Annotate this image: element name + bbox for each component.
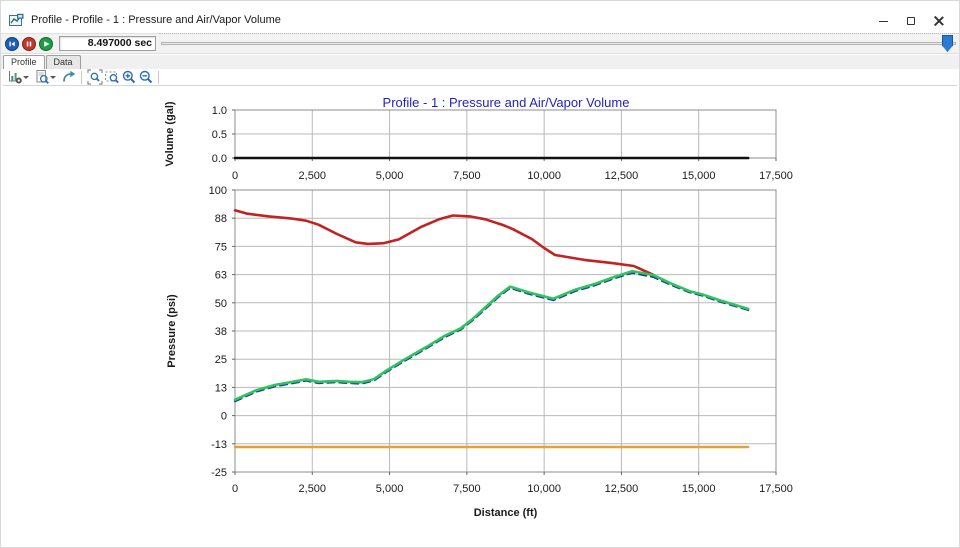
title-bar: Profile - Profile - 1 : Pressure and Air…	[1, 7, 959, 33]
tab-data[interactable]: Data	[45, 55, 81, 69]
x-tick-label: 17,500	[759, 170, 793, 182]
charts-root: 0 2,500 5,000 7,500 10,000 12,500 15,000 17,500…	[164, 101, 793, 519]
x-tick-label: 0	[232, 170, 238, 182]
x-tick-label: 17,500	[759, 483, 793, 495]
maximize-icon	[907, 17, 915, 25]
x-tick-label: 0	[232, 483, 238, 495]
zoom-window-icon	[104, 71, 119, 84]
profile-chart: Profile - 1 : Pressure and Air/Vapor Vol…	[164, 95, 793, 519]
x-tick-label: 5,000	[376, 483, 404, 495]
skip-to-start-icon	[9, 41, 15, 46]
x-tick-label: 7,500	[453, 170, 481, 182]
x-tick-label: 10,000	[527, 170, 561, 182]
zoom-in-icon	[122, 70, 135, 84]
time-display-field[interactable]: 8.497000 sec	[59, 36, 156, 51]
tab-strip: Profile Data	[1, 55, 959, 69]
x-tick-label: 12,500	[605, 483, 639, 495]
window-controls	[869, 9, 953, 33]
y-tick-label: 1.0	[212, 105, 227, 117]
x-tick-label: 5,000	[376, 170, 404, 182]
y-tick-label: 38	[215, 326, 227, 338]
y-tick-label: -25	[211, 467, 227, 479]
export-button[interactable]	[60, 69, 77, 85]
time-slider[interactable]	[159, 33, 959, 54]
zoom-in-button[interactable]	[120, 69, 137, 85]
zoom-out-icon	[139, 70, 152, 84]
x-tick-label: 15,000	[682, 170, 716, 182]
x-axis-label: Distance (ft)	[474, 507, 538, 519]
x-tick-label: 7,500	[453, 483, 481, 495]
y-tick-label: 63	[215, 270, 227, 282]
x-tick-label: 2,500	[299, 483, 327, 495]
y-tick-label: 13	[215, 382, 227, 394]
x-tick-label: 15,000	[682, 483, 716, 495]
toolbar-separator	[158, 70, 159, 84]
chart-title: Profile - 1 : Pressure and Air/Vapor Vol…	[383, 95, 630, 110]
chart-panel: Profile - 1 : Pressure and Air/Vapor Vol…	[3, 86, 959, 533]
y-axis-label: Volume (gal)	[164, 101, 176, 167]
close-icon	[934, 16, 944, 26]
pressure-profile: 0 2,500 5,000 7,500 10,000 12,500 15,000 17,500…	[166, 185, 793, 519]
play-icon	[44, 40, 50, 47]
air-vapor-volume-profile: 0 2,500 5,000 7,500 10,000 12,500 15,000 17,500…	[164, 101, 793, 182]
maximize-button[interactable]	[897, 9, 925, 33]
y-tick-label: 88	[215, 213, 227, 225]
toolbar-separator	[81, 70, 82, 84]
y-axis-label: Pressure (psi)	[166, 294, 178, 368]
y-tick-label: 100	[209, 185, 227, 197]
series-max-pressure	[233, 209, 655, 277]
y-tick-label: 25	[215, 354, 227, 366]
print-preview-icon	[36, 70, 49, 84]
zoom-extents-button[interactable]	[86, 69, 103, 85]
profile-options-button[interactable]	[6, 69, 23, 85]
minimize-button[interactable]	[869, 9, 897, 33]
export-arrow-icon	[62, 70, 75, 82]
x-tick-label: 10,000	[527, 483, 561, 495]
preview-dropdown-icon[interactable]	[50, 75, 56, 79]
zoom-window-button[interactable]	[103, 69, 120, 85]
y-tick-label: 0.0	[212, 153, 227, 165]
x-tick-label: 12,500	[605, 170, 639, 182]
chart-toolbar	[3, 69, 957, 86]
zoom-out-button[interactable]	[137, 69, 154, 85]
close-button[interactable]	[925, 9, 953, 33]
series-pressure	[233, 269, 750, 402]
chart-options-icon	[8, 71, 22, 84]
app-icon	[9, 13, 24, 26]
y-tick-label: 50	[215, 298, 227, 310]
y-tick-label: 0	[221, 411, 227, 423]
y-tick-label: 75	[215, 241, 227, 253]
x-tick-label: 2,500	[299, 170, 327, 182]
playback-toolbar: 8.497000 sec	[1, 33, 959, 54]
time-slider-thumb[interactable]	[942, 35, 953, 52]
preview-button[interactable]	[33, 69, 50, 85]
y-tick-label: -13	[211, 439, 227, 451]
pause-icon	[26, 41, 32, 46]
tab-profile[interactable]: Profile	[3, 55, 45, 69]
time-slider-track[interactable]	[161, 42, 956, 45]
restart-button[interactable]	[5, 36, 19, 51]
window-title: Profile - Profile - 1 : Pressure and Air…	[31, 14, 281, 26]
profile-options-dropdown-icon[interactable]	[23, 75, 29, 79]
zoom-extents-icon	[86, 69, 103, 85]
minimize-icon	[878, 20, 888, 22]
y-tick-label: 0.5	[212, 129, 227, 141]
play-button[interactable]	[39, 36, 53, 51]
pause-button[interactable]	[22, 36, 36, 51]
